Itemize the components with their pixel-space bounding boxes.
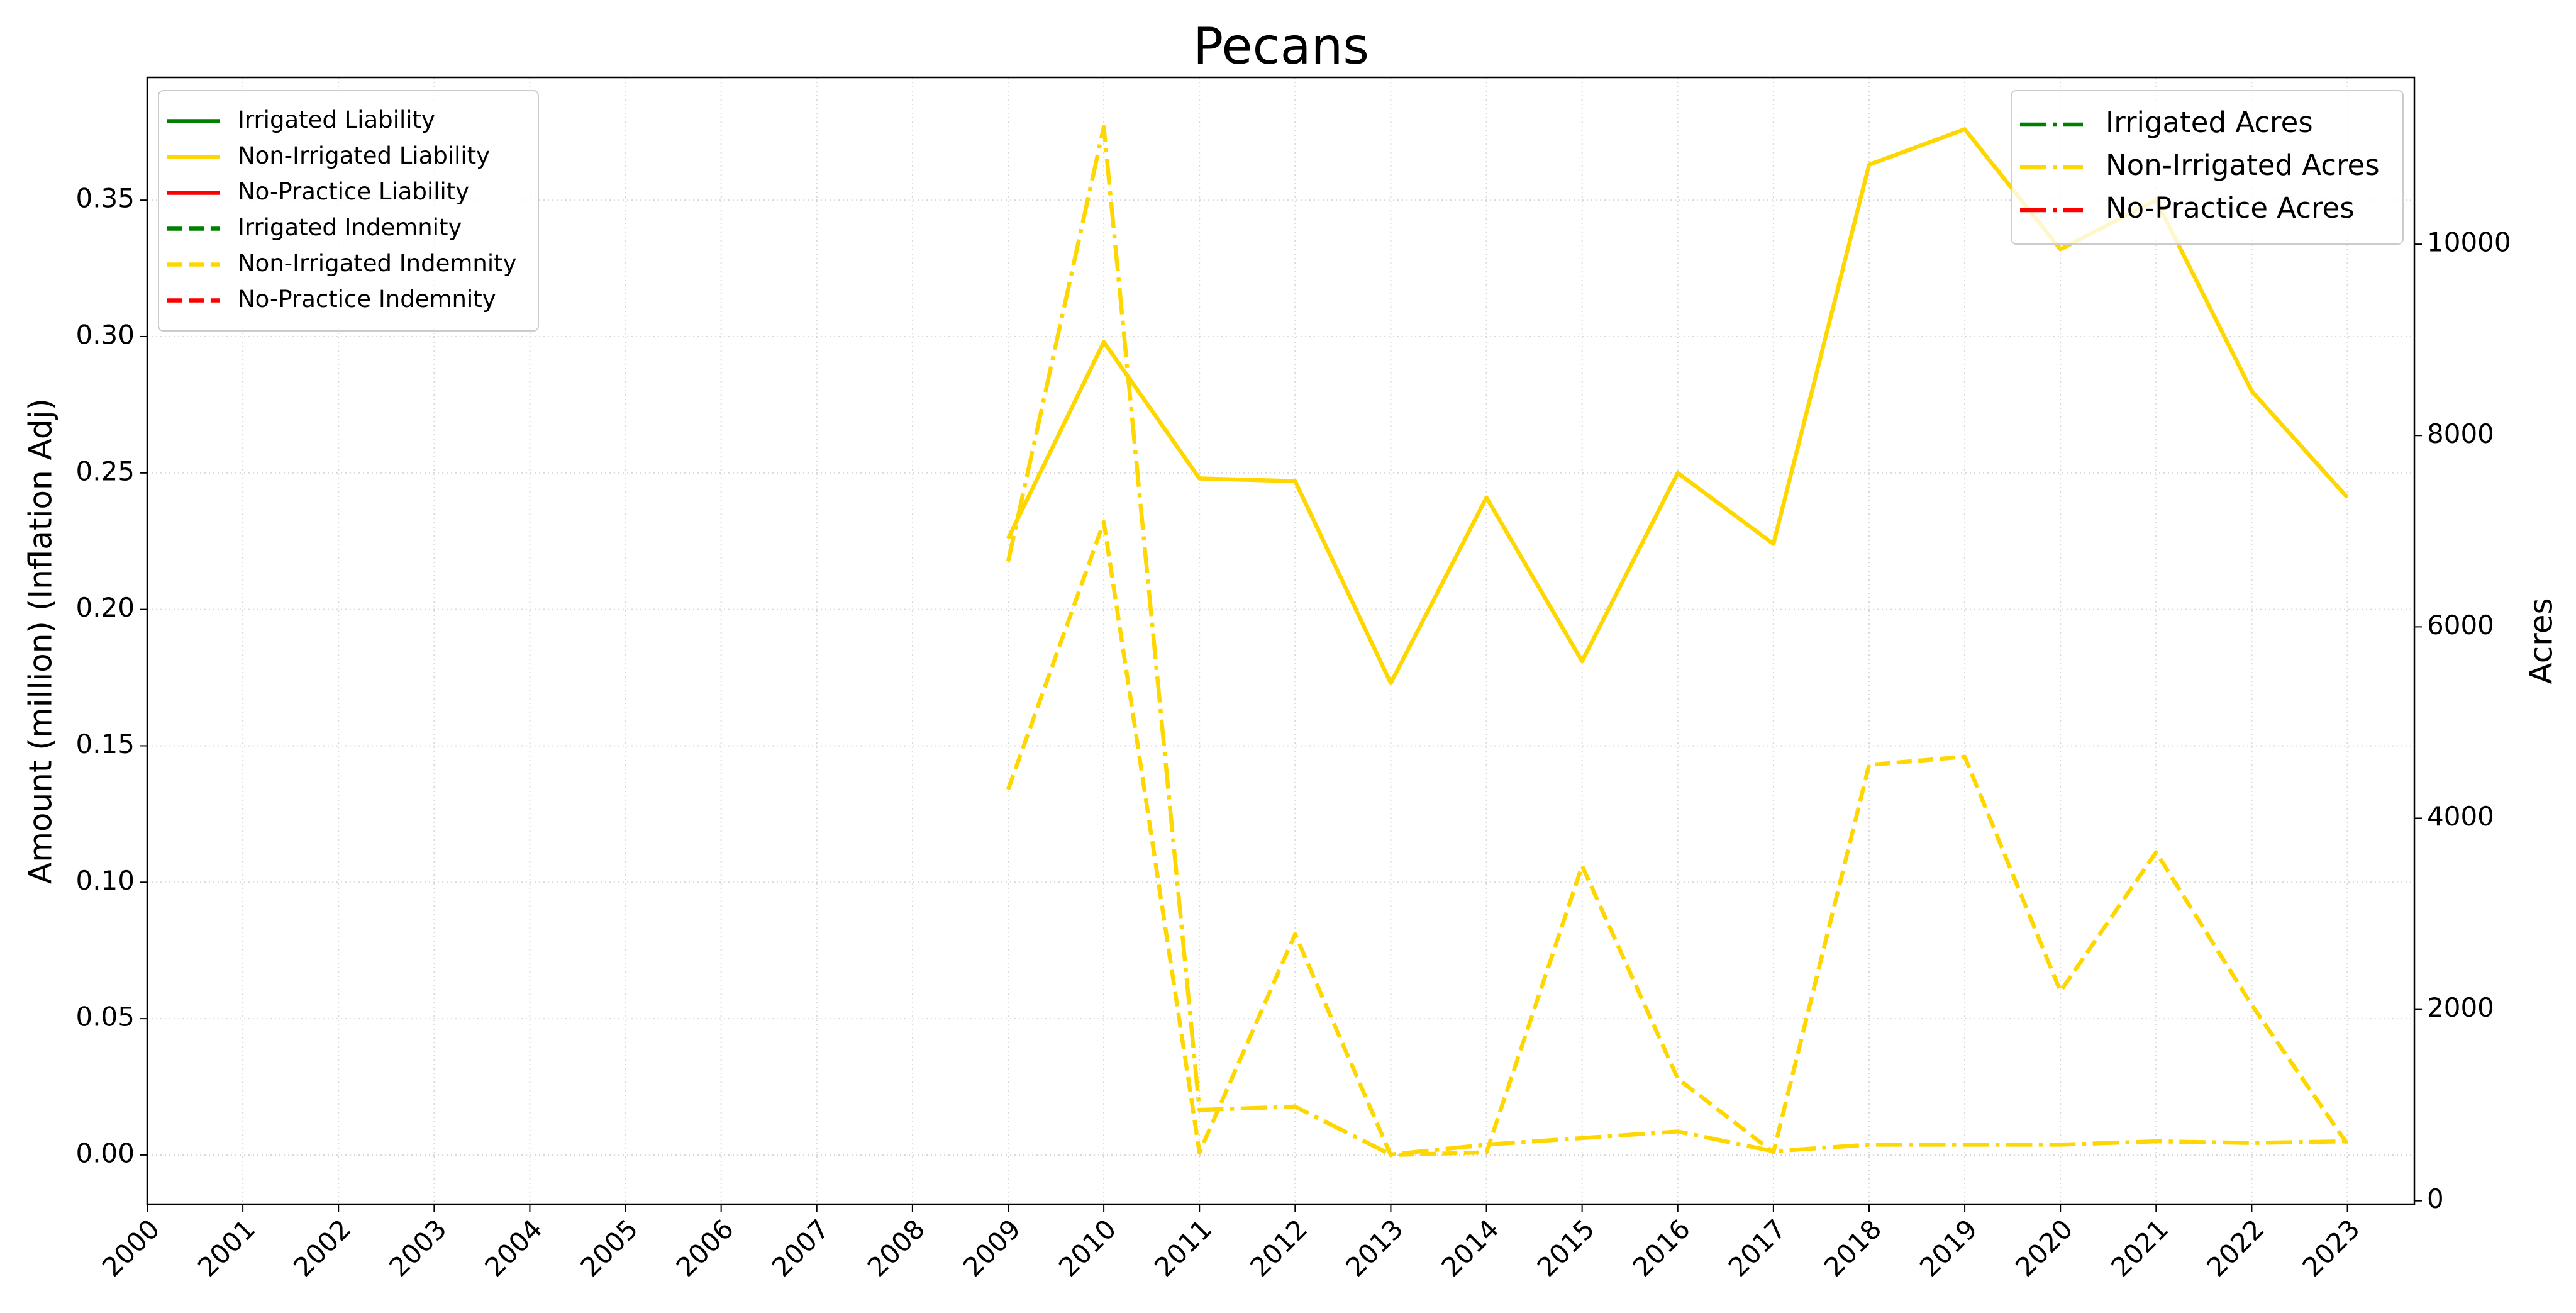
y-axis-label: Amount (million) (Inflation Adj) bbox=[23, 398, 59, 884]
legend-box bbox=[158, 90, 539, 332]
x-tick-label: 2018 bbox=[1818, 1214, 1887, 1283]
x-tick-label: 2011 bbox=[1148, 1214, 1218, 1283]
y-tick-label: 0.30 bbox=[75, 319, 135, 350]
x-tick-label: 2004 bbox=[479, 1214, 548, 1283]
legend-label: No-Practice Acres bbox=[2106, 191, 2355, 225]
x-tick-label: 2000 bbox=[96, 1214, 165, 1283]
legend-box bbox=[2011, 90, 2404, 245]
x-tick-label: 2014 bbox=[1436, 1214, 1505, 1283]
legend-label: Non-Irrigated Indemnity bbox=[238, 250, 517, 277]
y2-tick-label: 10000 bbox=[2427, 227, 2511, 258]
x-tick-label: 2001 bbox=[192, 1214, 261, 1283]
x-tick-label: 2006 bbox=[670, 1214, 740, 1283]
y2-tick-label: 8000 bbox=[2427, 418, 2494, 449]
legend-label: Irrigated Indemnity bbox=[238, 214, 462, 241]
legend-label: Non-Irrigated Liability bbox=[238, 142, 490, 169]
x-tick-label: 2022 bbox=[2201, 1214, 2270, 1283]
legend-label: Non-Irrigated Acres bbox=[2106, 148, 2380, 182]
x-tick-label: 2009 bbox=[957, 1214, 1026, 1283]
x-tick-label: 2017 bbox=[1723, 1214, 1792, 1283]
y2-tick-label: 0 bbox=[2427, 1183, 2444, 1214]
chart-title: Pecans bbox=[1193, 17, 1369, 75]
legend: Irrigated Liability Non-Irrigated Liabili… bbox=[158, 90, 539, 332]
legend-label: Irrigated Liability bbox=[238, 106, 435, 133]
y-tick-label: 0.00 bbox=[75, 1137, 135, 1168]
y-tick-label: 0.05 bbox=[75, 1002, 135, 1032]
y-tick-label: 0.35 bbox=[75, 183, 135, 214]
y-tick-label: 0.25 bbox=[75, 455, 135, 486]
x-tick-label: 2005 bbox=[575, 1214, 644, 1283]
x-tick-label: 2021 bbox=[2105, 1214, 2174, 1283]
x-tick-label: 2019 bbox=[1914, 1214, 1983, 1283]
x-tick-label: 2023 bbox=[2296, 1214, 2365, 1283]
x-tick-label: 2010 bbox=[1053, 1214, 1122, 1283]
series-line bbox=[1006, 125, 2348, 1157]
legend-label: No-Practice Indemnity bbox=[238, 286, 496, 313]
y2-axis-label: Acres bbox=[2523, 598, 2560, 684]
x-tick-label: 2016 bbox=[1627, 1214, 1696, 1283]
legend-label: No-Practice Liability bbox=[238, 178, 469, 205]
y2-tick-label: 2000 bbox=[2427, 992, 2494, 1023]
x-tick-label: 2020 bbox=[2009, 1214, 2079, 1283]
x-tick-label: 2012 bbox=[1244, 1214, 1313, 1283]
y2-tick-label: 6000 bbox=[2427, 610, 2494, 640]
x-tick-label: 2013 bbox=[1340, 1214, 1409, 1283]
series-line bbox=[1006, 520, 2350, 1158]
y-tick-label: 0.20 bbox=[75, 592, 135, 623]
legend: Irrigated Acres Non-Irrigated Acres No-Pra… bbox=[2011, 90, 2404, 245]
x-tick-label: 2003 bbox=[383, 1214, 452, 1283]
x-tick-label: 2008 bbox=[862, 1214, 931, 1283]
y-tick-label: 0.10 bbox=[75, 865, 135, 896]
x-tick-label: 2007 bbox=[766, 1214, 835, 1283]
y2-tick-label: 4000 bbox=[2427, 801, 2494, 832]
x-tick-label: 2015 bbox=[1531, 1214, 1601, 1283]
y-tick-label: 0.15 bbox=[75, 729, 135, 759]
plot-frame bbox=[146, 76, 2416, 1205]
x-tick-label: 2002 bbox=[287, 1214, 357, 1283]
legend-label: Irrigated Acres bbox=[2106, 106, 2313, 139]
